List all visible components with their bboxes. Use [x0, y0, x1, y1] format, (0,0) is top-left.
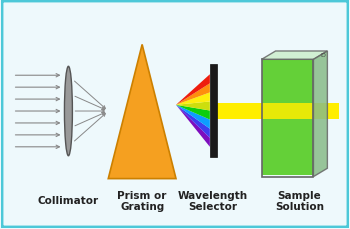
Polygon shape [176, 105, 210, 138]
FancyBboxPatch shape [2, 2, 348, 227]
Polygon shape [176, 105, 210, 129]
Text: Wavelength
Selector: Wavelength Selector [178, 190, 248, 211]
Ellipse shape [64, 67, 72, 156]
Polygon shape [176, 102, 210, 111]
Polygon shape [314, 52, 327, 177]
Bar [262, 60, 314, 175]
Text: Collimator: Collimator [38, 196, 99, 206]
Polygon shape [176, 93, 210, 105]
Polygon shape [176, 105, 210, 120]
Polygon shape [108, 45, 176, 179]
Polygon shape [314, 104, 340, 120]
Bar [210, 65, 217, 157]
Bar [262, 104, 314, 120]
Polygon shape [262, 52, 327, 60]
Polygon shape [217, 104, 262, 120]
Polygon shape [176, 105, 210, 147]
Text: D: D [321, 53, 326, 58]
Polygon shape [176, 84, 210, 105]
Text: Sample
Solution: Sample Solution [275, 190, 324, 211]
Text: Prism or
Grating: Prism or Grating [118, 190, 167, 211]
Bar [262, 60, 314, 177]
Polygon shape [176, 75, 210, 105]
